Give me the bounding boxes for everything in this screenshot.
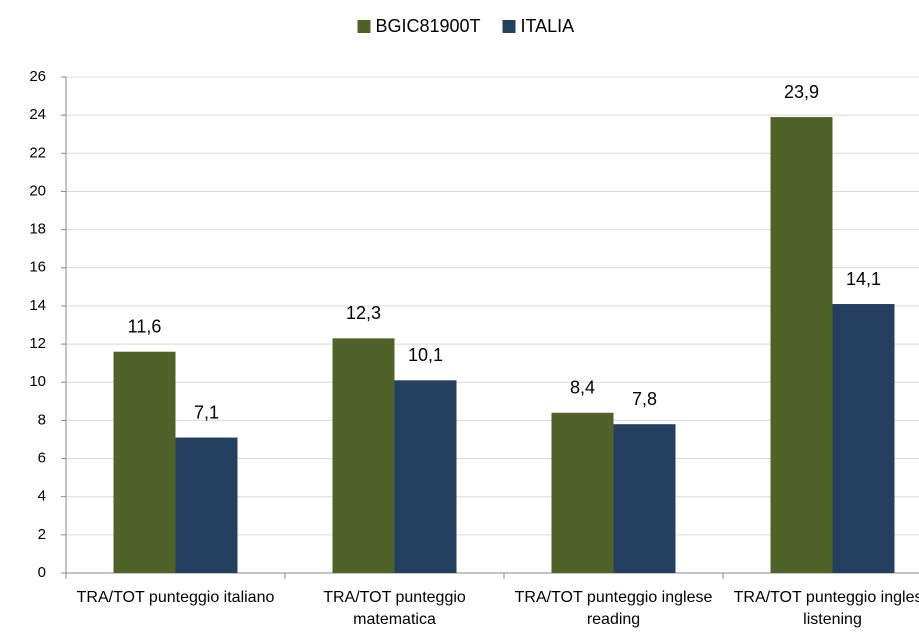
bar	[613, 424, 676, 573]
x-tick-label: TRA/TOT punteggio matematica	[323, 589, 466, 628]
data-label: 7,8	[632, 389, 657, 409]
y-tick-label: 8	[38, 411, 46, 428]
bar	[551, 412, 614, 573]
y-tick-label: 0	[38, 564, 46, 581]
data-label: 10,1	[408, 345, 443, 365]
y-tick-label: 4	[38, 488, 46, 505]
legend-label: BGIC81900T	[376, 16, 481, 36]
legend-swatch	[502, 20, 516, 33]
bar	[113, 351, 176, 573]
data-label: 12,3	[346, 303, 381, 323]
data-label: 23,9	[784, 82, 819, 102]
bar	[332, 338, 395, 573]
y-tick-label: 6	[38, 450, 46, 467]
bar	[770, 117, 833, 574]
x-tick-label: TRA/TOT punteggio inglese listening	[733, 589, 919, 628]
legend-label: ITALIA	[521, 16, 575, 36]
x-tick-label: TRA/TOT punteggio inglese reading	[514, 589, 713, 628]
data-label: 14,1	[846, 269, 881, 289]
data-label: 8,4	[570, 378, 595, 398]
y-tick-label: 18	[29, 221, 46, 238]
y-tick-label: 22	[29, 144, 46, 161]
y-tick-label: 26	[29, 68, 46, 85]
bar	[394, 380, 457, 573]
y-tick-label: 16	[29, 259, 46, 276]
y-tick-label: 2	[38, 526, 46, 543]
y-tick-label: 12	[29, 335, 46, 352]
y-tick-label: 20	[29, 182, 46, 199]
y-tick-label: 10	[29, 373, 46, 390]
legend-swatch	[357, 20, 371, 33]
x-tick-label: TRA/TOT punteggio italiano	[76, 589, 275, 606]
y-tick-label: 24	[29, 106, 46, 123]
data-label: 11,6	[128, 316, 162, 336]
bar	[832, 304, 895, 573]
bar	[175, 437, 238, 573]
y-tick-label: 14	[29, 297, 46, 314]
data-label: 7,1	[194, 402, 219, 422]
